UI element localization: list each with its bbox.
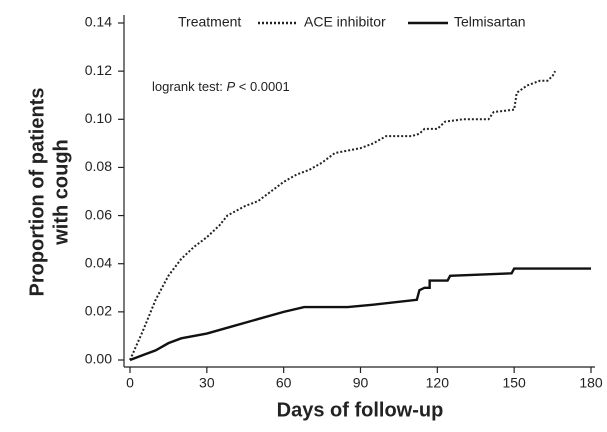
legend-label: Telmisartan: [454, 14, 526, 30]
y-axis-title: with cough: [50, 139, 72, 246]
x-tick-label: 150: [502, 375, 526, 391]
y-axis-title: Proportion of patients: [26, 88, 48, 297]
legend-label: ACE inhibitor: [304, 14, 386, 30]
x-axis-title: Days of follow-up: [277, 399, 444, 421]
annotation-text: logrank test:: [152, 79, 223, 94]
legend-title: Treatment: [178, 14, 241, 30]
y-tick-label: 0.10: [85, 110, 112, 126]
y-tick-label: 0.04: [85, 254, 112, 270]
x-tick-label: 0: [126, 375, 134, 391]
y-tick-label: 0.12: [85, 62, 112, 78]
y-tick-label: 0.14: [85, 14, 112, 30]
x-tick-label: 60: [276, 375, 292, 391]
x-tick-label: 180: [579, 375, 603, 391]
annotation-text: P: [226, 79, 235, 94]
y-tick-label: 0.00: [85, 351, 112, 367]
line: [129, 70, 557, 361]
x-tick-label: 30: [199, 375, 215, 391]
x-tick-label: 90: [353, 375, 369, 391]
x-tick-label: 120: [426, 375, 450, 391]
y-tick-label: 0.08: [85, 158, 112, 174]
y-tick-label: 0.02: [85, 303, 112, 319]
line: [129, 267, 591, 362]
annotation-text: < 0.0001: [239, 79, 290, 94]
annotation: logrank test: P < 0.0001: [152, 79, 290, 94]
y-tick-label: 0.06: [85, 206, 112, 222]
